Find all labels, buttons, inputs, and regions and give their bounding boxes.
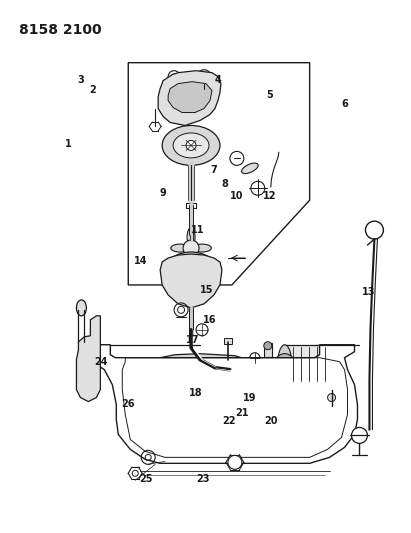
Circle shape bbox=[207, 271, 215, 279]
Ellipse shape bbox=[173, 133, 209, 158]
Text: 25: 25 bbox=[139, 474, 153, 484]
Text: 16: 16 bbox=[203, 314, 216, 325]
Polygon shape bbox=[76, 316, 100, 401]
Ellipse shape bbox=[170, 359, 230, 369]
Circle shape bbox=[328, 393, 335, 401]
Text: 8: 8 bbox=[222, 179, 229, 189]
Circle shape bbox=[228, 455, 242, 470]
Ellipse shape bbox=[278, 345, 292, 383]
Ellipse shape bbox=[193, 244, 211, 252]
Polygon shape bbox=[160, 254, 222, 308]
Ellipse shape bbox=[242, 163, 258, 174]
Bar bbox=[264, 343, 272, 357]
Ellipse shape bbox=[165, 252, 217, 288]
Text: 21: 21 bbox=[236, 408, 249, 417]
Text: 24: 24 bbox=[94, 357, 108, 367]
Ellipse shape bbox=[176, 260, 206, 280]
Circle shape bbox=[172, 74, 177, 79]
Bar bbox=[285, 345, 337, 383]
Circle shape bbox=[186, 140, 196, 150]
Text: 1: 1 bbox=[65, 139, 72, 149]
Text: 17: 17 bbox=[186, 335, 199, 345]
Text: 4: 4 bbox=[215, 75, 221, 85]
Polygon shape bbox=[168, 82, 212, 112]
Text: 14: 14 bbox=[134, 256, 148, 266]
Text: 5: 5 bbox=[266, 91, 273, 100]
Circle shape bbox=[275, 354, 295, 374]
Text: 12: 12 bbox=[263, 191, 276, 201]
Text: 23: 23 bbox=[197, 474, 210, 484]
Text: 9: 9 bbox=[159, 188, 166, 198]
Ellipse shape bbox=[330, 345, 344, 383]
Text: 10: 10 bbox=[229, 191, 243, 201]
Circle shape bbox=[365, 221, 383, 239]
Text: 7: 7 bbox=[210, 165, 217, 175]
Ellipse shape bbox=[187, 249, 195, 268]
Text: 22: 22 bbox=[222, 416, 236, 425]
Text: 26: 26 bbox=[121, 399, 134, 409]
Circle shape bbox=[351, 427, 367, 443]
Text: 2: 2 bbox=[90, 85, 96, 95]
Ellipse shape bbox=[76, 300, 86, 316]
Bar bbox=[186, 203, 196, 208]
Text: 8158 2100: 8158 2100 bbox=[18, 23, 101, 37]
Polygon shape bbox=[155, 354, 250, 374]
Ellipse shape bbox=[187, 228, 195, 246]
Text: 3: 3 bbox=[77, 75, 84, 85]
Text: 18: 18 bbox=[189, 388, 202, 398]
Ellipse shape bbox=[171, 244, 189, 252]
Circle shape bbox=[264, 342, 272, 350]
Circle shape bbox=[183, 240, 199, 256]
Text: 13: 13 bbox=[362, 287, 375, 297]
Circle shape bbox=[201, 74, 207, 79]
Polygon shape bbox=[158, 71, 221, 125]
Ellipse shape bbox=[162, 125, 220, 165]
Polygon shape bbox=[128, 63, 309, 285]
Text: 6: 6 bbox=[342, 100, 348, 109]
Text: 11: 11 bbox=[191, 225, 204, 236]
Bar bbox=[224, 338, 232, 344]
Text: 19: 19 bbox=[243, 393, 256, 403]
Polygon shape bbox=[83, 345, 358, 463]
Text: 15: 15 bbox=[200, 285, 213, 295]
Text: 20: 20 bbox=[264, 416, 278, 425]
